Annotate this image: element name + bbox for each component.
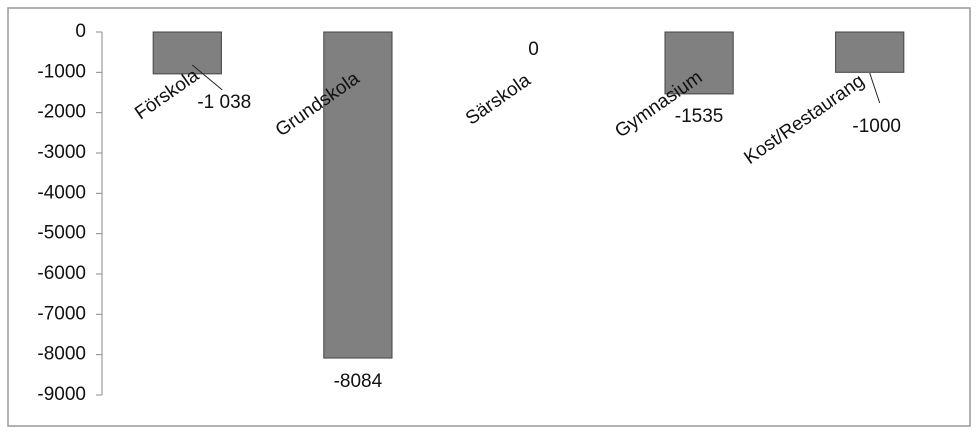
y-tick-label: 0 <box>75 21 86 42</box>
y-tick-label: -3000 <box>37 142 86 163</box>
chart-frame <box>7 7 971 427</box>
value-label: -1 038 <box>197 92 251 113</box>
bar <box>664 31 734 95</box>
value-label: -1000 <box>852 116 901 137</box>
x-tick-label: Gymnasium <box>611 67 706 142</box>
x-tick-label: Kost/Restaurang <box>740 70 868 168</box>
y-tick-label: -2000 <box>37 102 86 123</box>
value-label: -8084 <box>334 371 383 392</box>
y-tick-label: -8000 <box>37 344 86 365</box>
y-tick-label: -4000 <box>37 182 86 203</box>
value-label: 0 <box>528 39 539 60</box>
value-label: -1535 <box>675 106 724 127</box>
y-tick-label: -9000 <box>37 384 86 405</box>
bar <box>323 31 393 359</box>
x-tick-label: Särskola <box>462 70 535 130</box>
y-tick-label: -1000 <box>37 61 86 82</box>
leader-line <box>191 64 223 91</box>
y-tick-label: -7000 <box>37 303 86 324</box>
bar <box>152 31 222 75</box>
y-tick-label: -6000 <box>37 263 86 284</box>
bar <box>835 31 905 73</box>
leader-line <box>869 72 881 104</box>
y-tick-label: -5000 <box>37 223 86 244</box>
